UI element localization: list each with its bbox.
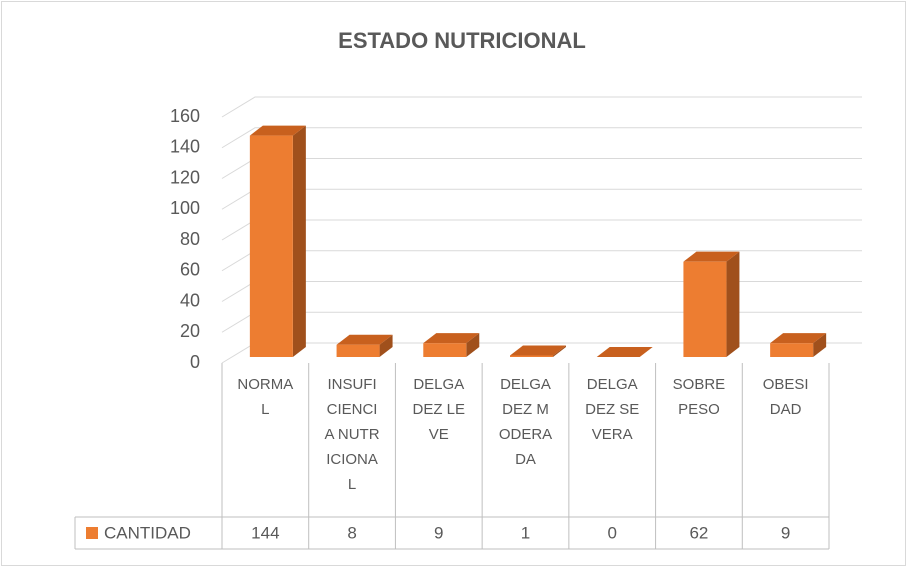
grid-line bbox=[221, 96, 862, 118]
y-tick-label: 120 bbox=[170, 167, 200, 187]
x-tick-label: DELGADEZ SEVERA bbox=[585, 376, 640, 443]
table-value: 62 bbox=[689, 523, 708, 542]
bar-side bbox=[553, 345, 566, 357]
y-tick-label: 160 bbox=[170, 106, 200, 126]
bar-top bbox=[423, 333, 480, 344]
y-tick-label: 80 bbox=[180, 229, 200, 249]
x-tick-label: OBESIDAD bbox=[762, 376, 809, 418]
table-value: 1 bbox=[521, 523, 530, 542]
y-tick-label: 140 bbox=[170, 137, 200, 157]
y-tick-label: 20 bbox=[180, 321, 200, 341]
bar bbox=[510, 355, 553, 357]
bar-top bbox=[683, 251, 740, 262]
bar-top bbox=[336, 334, 393, 345]
grid-line bbox=[221, 127, 862, 149]
x-tick-label: DELGADEZ MODERADA bbox=[498, 376, 553, 468]
table-value: 9 bbox=[434, 523, 443, 542]
table-value: 9 bbox=[781, 523, 790, 542]
bar bbox=[336, 344, 380, 357]
bar bbox=[423, 343, 467, 357]
bar-side bbox=[379, 334, 393, 357]
bar-top bbox=[770, 333, 827, 344]
bar bbox=[683, 261, 727, 357]
bar bbox=[770, 343, 814, 357]
y-tick-label: 40 bbox=[180, 290, 200, 310]
chart-title: ESTADO NUTRICIONAL bbox=[338, 28, 586, 53]
bar-side bbox=[466, 333, 480, 357]
y-tick-label: 60 bbox=[180, 260, 200, 280]
x-tick-label: NORMAL bbox=[237, 376, 294, 418]
table-value: 0 bbox=[607, 523, 616, 542]
bar bbox=[249, 135, 293, 357]
x-tick-label: SOBREPESO bbox=[672, 376, 726, 418]
bar-side bbox=[292, 125, 306, 357]
bar-side bbox=[813, 333, 827, 357]
bar-side bbox=[726, 251, 740, 357]
bar-top bbox=[596, 347, 653, 357]
bar-top bbox=[249, 125, 306, 136]
y-tick-label: 100 bbox=[170, 198, 200, 218]
x-tick-label: INSUFICIENCIA NUTRICIONAL bbox=[324, 376, 380, 493]
legend-label: CANTIDAD bbox=[104, 523, 191, 542]
table-value: 8 bbox=[347, 523, 356, 542]
table-value: 144 bbox=[251, 523, 279, 542]
y-tick-label: 0 bbox=[190, 352, 200, 372]
legend-swatch bbox=[86, 527, 98, 539]
bar-top bbox=[510, 345, 566, 356]
x-tick-label: DELGADEZ LEVE bbox=[412, 376, 466, 443]
